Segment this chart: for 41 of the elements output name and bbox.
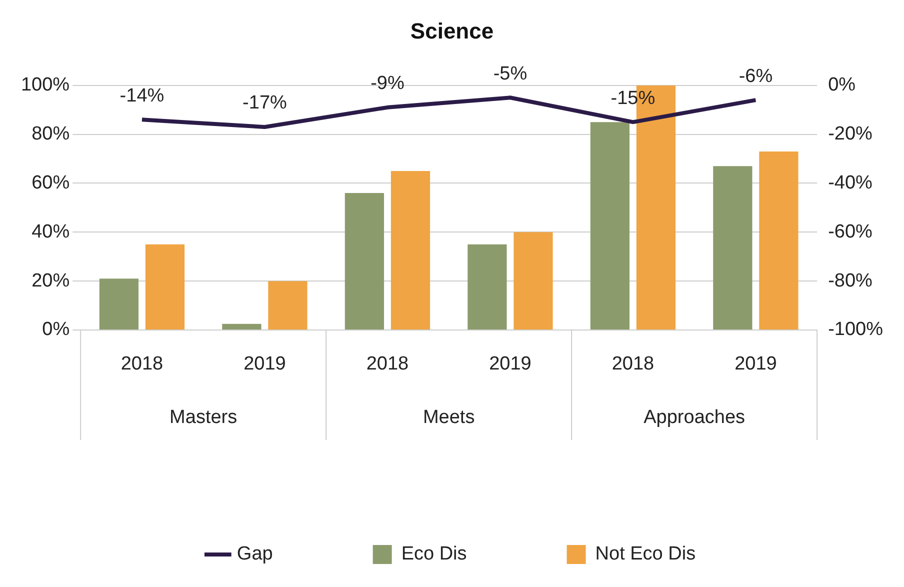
bar — [468, 244, 507, 330]
text: Meets — [422, 407, 475, 428]
bar — [514, 232, 553, 330]
bar — [99, 278, 139, 330]
y-tick-label: 60% — [32, 172, 70, 194]
y2-tick-label: -60% — [828, 221, 873, 242]
text: Masters — [170, 407, 238, 428]
y2-tick-label: -80% — [828, 270, 873, 292]
y-tick-label: 100% — [20, 74, 70, 96]
bar — [590, 122, 630, 330]
x-tick-label: 2018 — [120, 354, 164, 375]
y2-tick-label: -40% — [828, 172, 873, 194]
bar — [390, 171, 430, 330]
data-label: -5% — [493, 63, 528, 84]
x-tick-label: 2018 — [366, 354, 409, 375]
y2-tick-label: 0% — [828, 74, 856, 96]
bar — [222, 324, 262, 330]
text: Approaches — [644, 407, 746, 428]
y-tick-label: 20% — [32, 270, 70, 292]
legend-label: Not Eco Dis — [595, 544, 696, 565]
bar — [759, 151, 798, 330]
y-tick-label: 80% — [32, 124, 70, 145]
data-label: -6% — [738, 66, 773, 87]
chart-title: Science — [410, 18, 494, 44]
bar — [344, 193, 384, 330]
x-tick-label: 2019 — [734, 354, 777, 375]
bar — [713, 166, 752, 330]
data-label: -17% — [242, 92, 287, 114]
legend-label: Gap — [236, 544, 273, 565]
x-tick-label: 2019 — [244, 354, 286, 375]
y-tick-label: 40% — [32, 221, 70, 242]
legend-label: Eco Dis — [401, 544, 467, 565]
y2-tick-label: -100% — [828, 319, 884, 340]
x-tick-label: 2018 — [612, 354, 654, 375]
x-tick-label: 2019 — [489, 354, 532, 375]
y-tick-label: 0% — [42, 319, 70, 340]
data-label: -9% — [370, 73, 404, 94]
data-label: -14% — [120, 85, 164, 106]
y2-tick-label: -20% — [828, 124, 873, 145]
bar — [145, 244, 185, 330]
bar — [268, 281, 308, 330]
